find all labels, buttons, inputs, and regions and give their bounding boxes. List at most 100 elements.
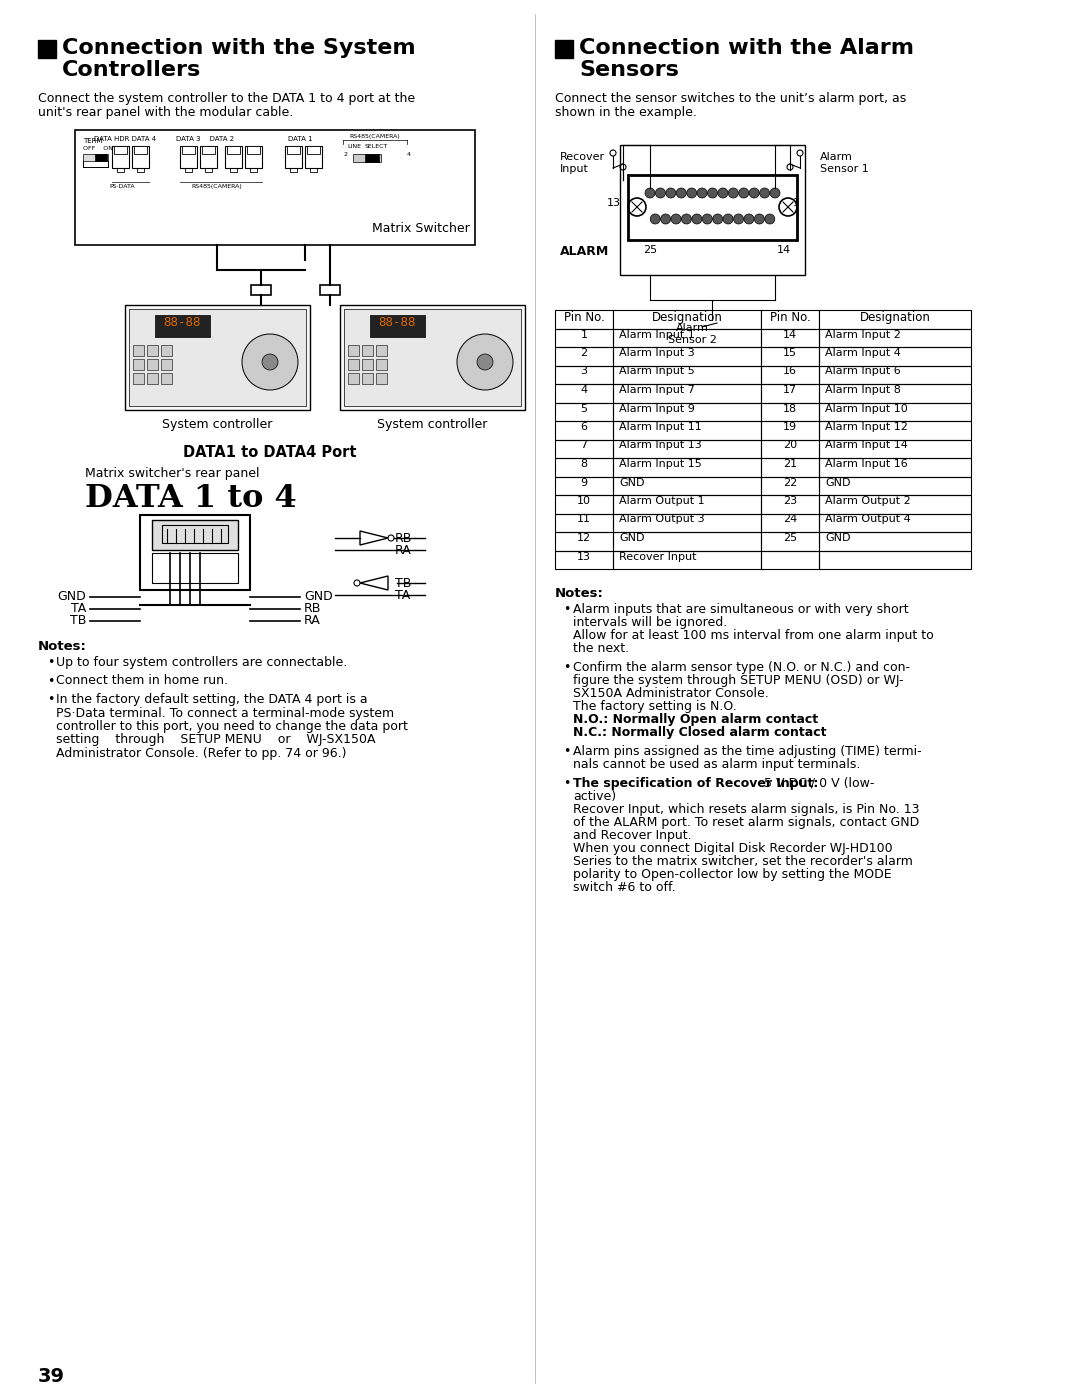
Bar [362, 373, 373, 384]
Text: nals cannot be used as alarm input terminals.: nals cannot be used as alarm input termi… [573, 759, 861, 771]
Bar [819, 402, 971, 420]
Text: 2: 2 [580, 348, 588, 358]
Text: Pin No.: Pin No. [770, 312, 810, 324]
Bar [819, 328, 971, 346]
Bar [761, 476, 819, 495]
Bar [555, 476, 613, 495]
Text: SELECT: SELECT [365, 144, 389, 149]
Bar [132, 147, 149, 168]
Bar [555, 346, 613, 366]
Text: DATA 3    DATA 2: DATA 3 DATA 2 [176, 136, 234, 142]
Text: 5: 5 [581, 404, 588, 414]
Text: TB: TB [395, 577, 411, 590]
Circle shape [661, 214, 671, 224]
Bar [307, 147, 320, 154]
Circle shape [702, 214, 713, 224]
Bar [38, 41, 56, 59]
Text: Alarm Input 10: Alarm Input 10 [825, 404, 908, 414]
Text: Alarm Output 3: Alarm Output 3 [619, 514, 704, 524]
Bar [320, 285, 340, 295]
Text: unit's rear panel with the modular cable.: unit's rear panel with the modular cable… [38, 106, 294, 119]
Text: Recover Input, which resets alarm signals, is Pin No. 13: Recover Input, which resets alarm signal… [573, 803, 919, 816]
Bar [147, 359, 158, 370]
Text: Connect them in home run.: Connect them in home run. [56, 675, 228, 687]
Bar [117, 168, 124, 172]
Text: 13: 13 [577, 552, 591, 562]
Text: shown in the example.: shown in the example. [555, 106, 697, 119]
Bar [140, 515, 249, 590]
Bar [185, 168, 192, 172]
Bar [613, 328, 761, 346]
Text: 9: 9 [580, 478, 588, 488]
Text: LINE: LINE [347, 144, 361, 149]
Bar [555, 310, 613, 328]
Text: GND: GND [57, 591, 86, 604]
Bar [156, 314, 210, 337]
Text: RA: RA [395, 543, 411, 557]
Text: 12: 12 [577, 534, 591, 543]
Bar [555, 495, 613, 514]
Text: Alarm: Alarm [676, 323, 708, 332]
Circle shape [477, 353, 492, 370]
Bar [613, 402, 761, 420]
Bar [819, 310, 971, 328]
Text: •: • [563, 604, 570, 616]
Bar [227, 147, 240, 154]
Bar [348, 359, 359, 370]
Bar [95, 154, 107, 161]
Circle shape [666, 189, 676, 198]
Bar [613, 310, 761, 328]
Circle shape [713, 214, 723, 224]
Bar [761, 495, 819, 514]
Bar [761, 550, 819, 569]
Bar [613, 440, 761, 458]
Bar [247, 147, 260, 154]
Text: Recover Input: Recover Input [619, 552, 697, 562]
Text: Alarm Input 2: Alarm Input 2 [825, 330, 901, 339]
Bar [348, 345, 359, 356]
Bar [161, 345, 172, 356]
Text: •: • [48, 657, 54, 669]
Bar [555, 366, 613, 384]
Bar [134, 147, 147, 154]
Bar [362, 359, 373, 370]
Text: 7: 7 [580, 440, 588, 450]
Text: Alarm pins assigned as the time adjusting (TIME) termi-: Alarm pins assigned as the time adjustin… [573, 745, 921, 759]
Text: the next.: the next. [573, 643, 630, 655]
Text: 20: 20 [783, 440, 797, 450]
Text: •: • [48, 675, 54, 687]
Text: •: • [563, 777, 570, 789]
Bar [376, 345, 387, 356]
Bar [305, 147, 322, 168]
Bar [613, 550, 761, 569]
Bar [205, 168, 212, 172]
Circle shape [656, 189, 665, 198]
Bar [613, 514, 761, 532]
Bar [761, 346, 819, 366]
Text: Connection with the Alarm: Connection with the Alarm [579, 38, 914, 59]
Text: 1: 1 [581, 330, 588, 339]
Text: N.O.: Normally Open alarm contact: N.O.: Normally Open alarm contact [573, 712, 819, 726]
Bar [761, 420, 819, 440]
Bar [555, 440, 613, 458]
Text: 22: 22 [783, 478, 797, 488]
Text: Alarm Input 8: Alarm Input 8 [825, 386, 901, 395]
Bar [555, 514, 613, 532]
Bar [819, 495, 971, 514]
Text: Connect the system controller to the DATA 1 to 4 port at the: Connect the system controller to the DAT… [38, 92, 415, 105]
Bar [353, 154, 381, 162]
Bar [761, 310, 819, 328]
Circle shape [262, 353, 278, 370]
Bar [761, 384, 819, 402]
Text: Up to four system controllers are connectable.: Up to four system controllers are connec… [56, 657, 348, 669]
Bar [112, 147, 129, 168]
Bar [613, 384, 761, 402]
Text: polarity to Open-collector low by setting the MODE: polarity to Open-collector low by settin… [573, 868, 892, 882]
Text: Designation: Designation [860, 312, 931, 324]
Text: Matrix Switcher: Matrix Switcher [373, 222, 470, 235]
Text: GND: GND [825, 478, 851, 488]
Text: Alarm Input 3: Alarm Input 3 [619, 348, 694, 358]
Bar [362, 345, 373, 356]
Text: Administrator Console. (Refer to pp. 74 or 96.): Administrator Console. (Refer to pp. 74 … [56, 747, 347, 760]
Bar [249, 168, 257, 172]
